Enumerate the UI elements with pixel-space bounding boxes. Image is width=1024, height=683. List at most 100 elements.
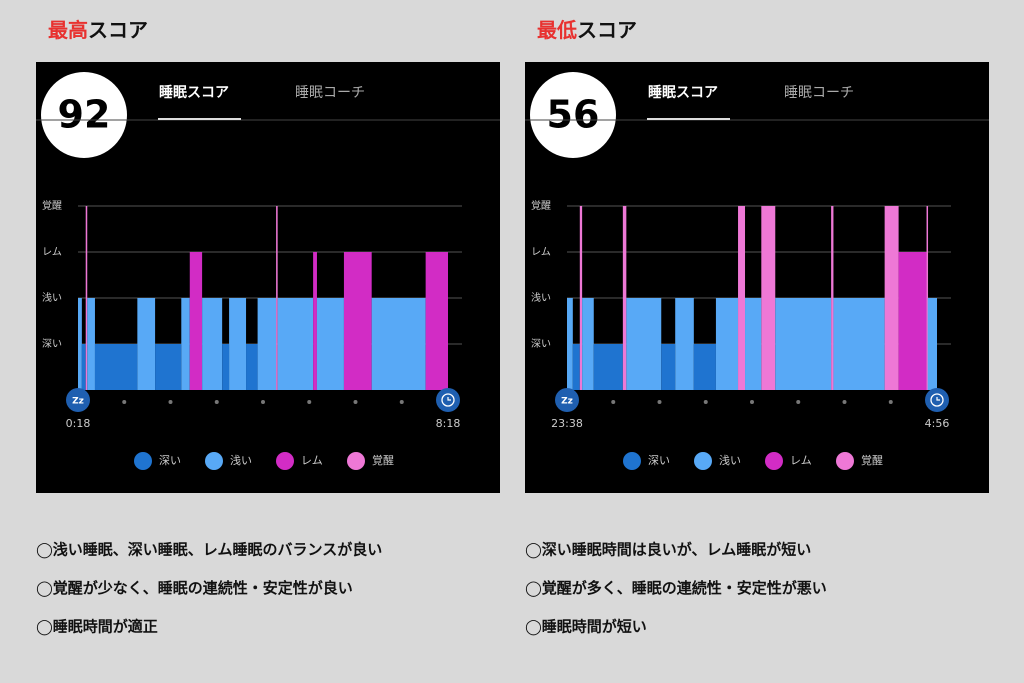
sleep-segment xyxy=(425,252,448,390)
note: ◯睡眠時間が適正 xyxy=(36,618,158,636)
tab[interactable]: 睡眠コーチ xyxy=(784,85,854,101)
sleep-segment xyxy=(246,344,258,390)
y-tick-label: 深い xyxy=(42,338,62,350)
legend-swatch xyxy=(765,452,783,470)
score-circle xyxy=(530,72,616,158)
start-time: 0:18 xyxy=(66,417,91,430)
tab-active[interactable]: 睡眠スコア xyxy=(648,85,718,101)
sleep-segment xyxy=(626,298,662,390)
clock-face xyxy=(441,393,455,407)
note: ◯浅い睡眠、深い睡眠、レム睡眠のバランスが良い xyxy=(36,541,382,559)
note: ◯覚醒が少なく、睡眠の連続性・安定性が良い xyxy=(36,579,353,597)
y-tick-label: レム xyxy=(42,246,62,258)
start-icon-text: Zz xyxy=(72,397,84,407)
tab-active[interactable]: 睡眠スコア xyxy=(159,85,229,101)
y-tick-label: 浅い xyxy=(42,291,62,304)
sleep-segment xyxy=(87,298,95,390)
heading: 最低スコア xyxy=(537,18,637,42)
sleep-segment xyxy=(316,298,344,390)
start-icon-text: Zz xyxy=(561,397,573,407)
legend-swatch xyxy=(134,452,152,470)
sleep-segment xyxy=(884,206,899,390)
heading-highlight: 最低 xyxy=(537,18,577,42)
axis-dot xyxy=(122,400,127,404)
legend-swatch xyxy=(836,452,854,470)
y-tick-label: 浅い xyxy=(531,291,551,304)
sleep-segment xyxy=(567,298,573,390)
sleep-segment xyxy=(582,298,594,390)
axis-dot xyxy=(888,400,893,404)
axis-dot xyxy=(261,400,265,404)
clock-face xyxy=(930,393,944,407)
legend-swatch xyxy=(347,452,365,470)
axis-dot xyxy=(399,400,404,404)
axis-dot xyxy=(353,400,358,404)
start-icon xyxy=(66,388,90,412)
legend-label: 深い xyxy=(159,454,181,467)
sleep-segment xyxy=(761,206,776,390)
sleep-segment xyxy=(181,298,190,390)
sleep-segment xyxy=(622,206,627,390)
sleep-segment xyxy=(137,298,156,390)
end-time: 4:56 xyxy=(925,417,950,430)
legend-swatch xyxy=(694,452,712,470)
y-tick-label: 覚醒 xyxy=(531,199,551,212)
sleep-segment xyxy=(675,298,694,390)
sleep-segment xyxy=(343,252,372,390)
sleep-segment xyxy=(313,252,317,390)
sleep-segment xyxy=(926,206,929,390)
sleep-segment xyxy=(715,298,739,390)
axis-dot xyxy=(750,400,754,404)
sleep-segment xyxy=(222,344,230,390)
legend-label: レム xyxy=(790,454,812,467)
y-tick-label: 深い xyxy=(531,338,551,350)
sleep-segment xyxy=(94,344,138,390)
sleep-segment xyxy=(898,252,927,390)
axis-dot xyxy=(796,400,801,404)
y-tick-label: レム xyxy=(531,246,551,258)
axis-dot xyxy=(842,400,847,404)
score-circle xyxy=(41,72,127,158)
score: 56 xyxy=(547,93,600,137)
sleep-segment xyxy=(202,298,223,390)
sleep-segment xyxy=(371,298,426,390)
start-icon xyxy=(555,388,579,412)
sleep-segment xyxy=(745,298,762,390)
end-time: 8:18 xyxy=(436,417,461,430)
legend-label: 覚醒 xyxy=(861,454,883,467)
sleep-segment xyxy=(833,298,885,390)
axis-dot xyxy=(214,400,219,404)
legend-swatch xyxy=(205,452,223,470)
heading: 最高スコア xyxy=(48,18,148,42)
sleep-segment xyxy=(693,344,716,390)
sleep-segment xyxy=(831,206,834,390)
note: ◯深い睡眠時間は良いが、レム睡眠が短い xyxy=(525,541,811,559)
sleep-segment xyxy=(257,298,277,390)
legend-label: 浅い xyxy=(719,454,741,467)
sleep-segment xyxy=(78,298,82,390)
legend-label: 深い xyxy=(648,454,670,467)
legend-swatch xyxy=(276,452,294,470)
legend-label: 覚醒 xyxy=(372,454,394,467)
axis-dot xyxy=(611,400,616,404)
sleep-segment xyxy=(189,252,203,390)
heading-rest: スコア xyxy=(577,18,637,42)
sleep-segment xyxy=(85,206,88,390)
sleep-segment xyxy=(572,344,580,390)
tab[interactable]: 睡眠コーチ xyxy=(295,85,365,101)
sleep-segment xyxy=(277,298,314,390)
y-tick-label: 覚醒 xyxy=(42,199,62,212)
axis-dot xyxy=(168,400,173,404)
sleep-segment xyxy=(579,206,583,390)
sleep-segment xyxy=(738,206,746,390)
legend-label: レム xyxy=(301,454,323,467)
score: 92 xyxy=(58,93,111,137)
heading-rest: スコア xyxy=(88,18,148,42)
sleep-segment xyxy=(81,344,86,390)
note: ◯覚醒が多く、睡眠の連続性・安定性が悪い xyxy=(525,579,827,597)
start-time: 23:38 xyxy=(551,417,583,430)
sleep-segment xyxy=(775,298,832,390)
